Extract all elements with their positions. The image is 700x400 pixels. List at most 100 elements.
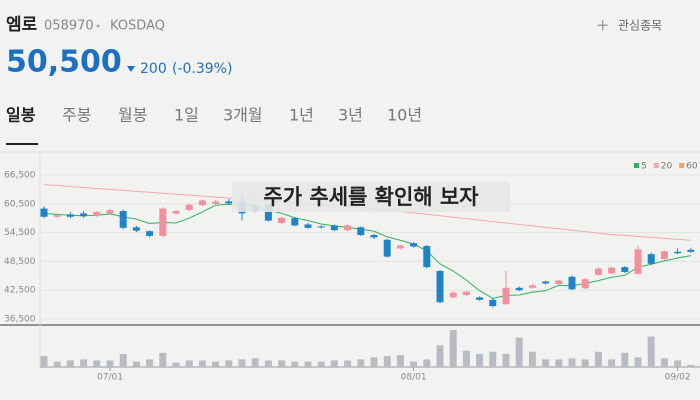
stock-name: 엠로	[6, 15, 38, 35]
volume-bar	[634, 357, 642, 367]
candle-body	[528, 285, 536, 288]
candle-body	[53, 214, 61, 217]
y-tick-label: 36,500	[4, 315, 36, 325]
volume-bar	[304, 361, 312, 367]
candle-body	[502, 287, 510, 305]
volume-bar	[106, 360, 114, 367]
plus-icon[interactable]: +	[596, 16, 609, 35]
legend-swatch	[634, 163, 639, 168]
volume-bar	[687, 364, 695, 367]
period-tab[interactable]: 3개월	[223, 106, 263, 125]
volume-bar	[212, 361, 220, 367]
candle-body	[66, 214, 74, 217]
candle-body	[423, 246, 431, 268]
volume-bar	[198, 360, 206, 367]
volume-bar	[132, 361, 140, 367]
candle-body	[687, 249, 695, 252]
candle-body	[462, 291, 470, 295]
volume-bar	[159, 352, 167, 367]
candle-body	[647, 254, 655, 264]
candle-body	[396, 245, 404, 249]
volume-bar	[238, 359, 246, 367]
candle-body	[80, 213, 88, 217]
volume-bar	[278, 360, 286, 367]
candle-body	[159, 208, 167, 236]
period-tab[interactable]: 1일	[174, 106, 199, 125]
legend-swatch	[653, 163, 659, 168]
candle-body	[278, 217, 286, 223]
candle-body	[106, 210, 114, 214]
volume-bar	[40, 356, 48, 367]
volume-bar	[660, 358, 668, 367]
stock-code: 058970	[44, 19, 94, 34]
candle-body	[634, 249, 642, 274]
price: 50,500	[6, 45, 122, 80]
volume-bar	[594, 351, 602, 367]
period-tab[interactable]: 일봉	[6, 106, 36, 125]
candle-body	[555, 280, 563, 284]
volume-bar	[396, 355, 404, 367]
volume-bar	[93, 360, 101, 367]
period-tab[interactable]: 월봉	[118, 106, 147, 125]
y-tick-label: 54,500	[4, 228, 36, 238]
y-tick-label: 48,500	[4, 257, 36, 267]
volume-bar	[264, 360, 272, 367]
candle-body	[608, 267, 616, 274]
candle-body	[383, 239, 391, 257]
volume-bar	[647, 336, 655, 367]
period-tab[interactable]: 1년	[289, 106, 314, 125]
x-tick-label: 08/01	[401, 373, 427, 383]
candle-body	[660, 251, 668, 259]
candle-body	[594, 268, 602, 275]
legend-label: 20	[661, 162, 673, 172]
overlay-box	[232, 182, 510, 212]
x-tick-label: 07/01	[97, 373, 123, 383]
candle-body	[542, 281, 550, 284]
period-tab[interactable]: 3년	[338, 106, 363, 125]
volume-bar	[66, 360, 74, 367]
volume-bar	[357, 359, 365, 367]
candle-body	[40, 208, 48, 217]
candle-body	[185, 204, 193, 211]
legend-swatch	[679, 163, 685, 168]
legend-label: 5	[641, 162, 647, 172]
candle-body	[330, 225, 338, 231]
volume-bar	[489, 351, 497, 367]
candle-body	[212, 201, 220, 204]
period-tab[interactable]: 10년	[387, 106, 422, 125]
volume-bar	[515, 337, 523, 367]
volume-bar	[462, 350, 470, 367]
volume-bar	[172, 362, 180, 367]
volume-bar	[185, 360, 193, 367]
volume-bar	[330, 360, 338, 367]
candle-body	[317, 226, 325, 228]
dot	[96, 24, 100, 28]
change-pct: (-0.39%)	[172, 61, 232, 77]
volume-bar	[528, 351, 536, 367]
volume-bar	[291, 361, 299, 367]
candle-body	[568, 276, 576, 290]
volume-bar	[423, 359, 431, 367]
volume-bar	[317, 361, 325, 367]
y-tick-label: 42,500	[4, 286, 36, 296]
watch-button[interactable]: 관심종목	[618, 19, 662, 33]
volume-bar	[383, 356, 391, 367]
change: 200	[140, 61, 167, 77]
period-tab[interactable]: 주봉	[62, 106, 91, 125]
volume-bar	[370, 357, 378, 367]
volume-bar	[476, 353, 484, 367]
volume-bar	[449, 330, 457, 367]
candle-body	[515, 287, 523, 291]
candle-body	[304, 224, 312, 228]
x-tick-label: 09/02	[665, 373, 691, 383]
volume-bar	[555, 359, 563, 367]
candle-body	[291, 218, 299, 226]
candle-body	[132, 227, 140, 231]
candle-body	[344, 225, 352, 231]
market: KOSDAQ	[110, 19, 165, 34]
candle-body	[225, 201, 233, 204]
volume-bar	[146, 359, 154, 367]
volume-bar	[542, 359, 550, 367]
